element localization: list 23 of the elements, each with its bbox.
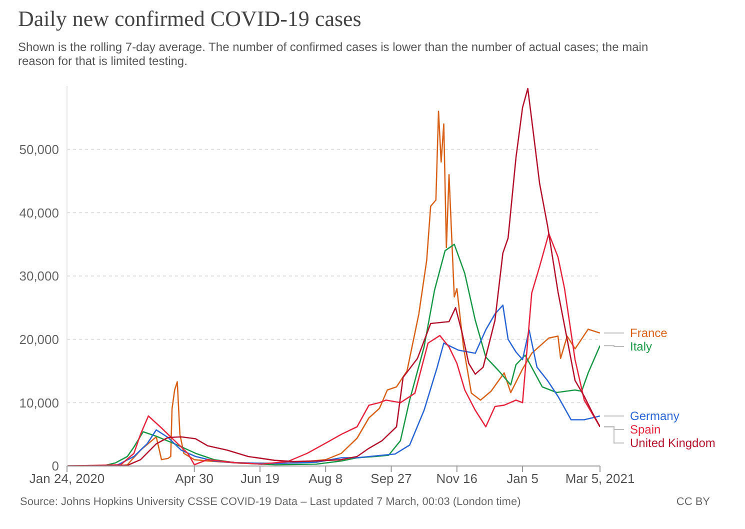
source-note: Source: Johns Hopkins University CSSE COVID-19 Data – Last updated 7 March, 00:03 (London time) <box>20 496 521 508</box>
x-tick-label: Sep 27 <box>370 471 412 486</box>
y-tick-label: 20,000 <box>19 332 59 347</box>
chart-title: Daily new confirmed COVID-19 cases <box>18 6 362 32</box>
y-tick-label: 50,000 <box>19 142 59 157</box>
x-tick-label: Jan 24, 2020 <box>29 471 105 486</box>
y-tick-label: 10,000 <box>19 395 59 410</box>
text: CC BY <box>676 496 710 508</box>
y-tick-label: 30,000 <box>19 268 59 284</box>
x-tick-label: Jun 19 <box>240 471 280 486</box>
text: United Kingdom <box>630 436 716 450</box>
x-tick-label: Nov 16 <box>436 471 478 486</box>
x-tick-label: Apr 30 <box>175 471 214 486</box>
text: Italy <box>630 340 652 354</box>
text: Germany <box>630 408 680 423</box>
x-tick-label: Jan 5 <box>506 471 538 486</box>
text: Spain <box>630 422 661 436</box>
chart-subtitle: Shown is the rolling 7-day average. The number of confirmed cases is lower than the number of actual cases; the main reason for that is limited testing. <box>18 40 650 68</box>
text: France <box>630 326 668 340</box>
x-tick-label: Mar 5, 2021 <box>565 471 635 486</box>
y-tick-label: 0 <box>52 458 59 474</box>
x-tick-label: Aug 8 <box>308 471 343 486</box>
y-tick-label: 40,000 <box>19 205 59 220</box>
